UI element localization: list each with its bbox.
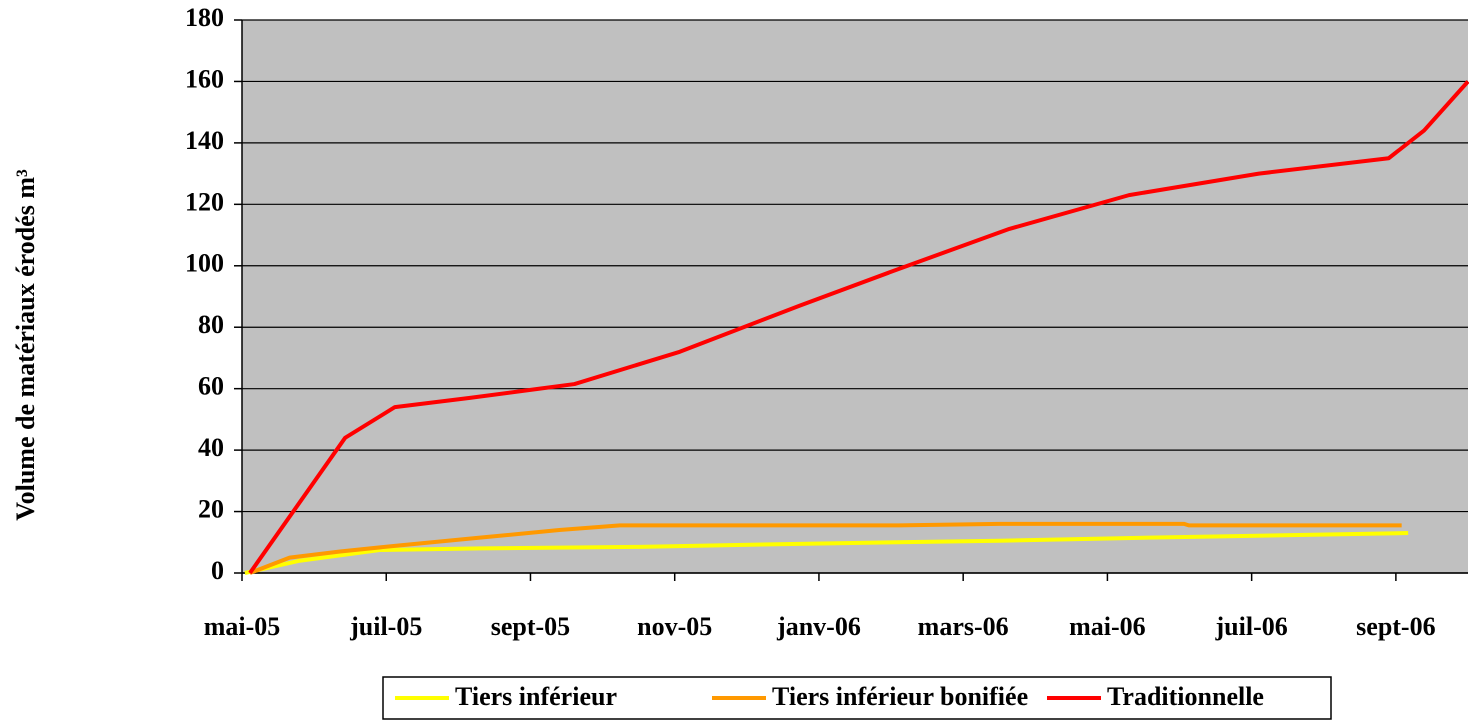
y-axis-label: Volume de matériaux érodés m³ bbox=[11, 169, 40, 521]
y-tick-label: 160 bbox=[185, 64, 224, 93]
x-tick-label: nov-05 bbox=[637, 612, 712, 641]
y-tick-label: 80 bbox=[198, 310, 224, 339]
y-tick-label: 60 bbox=[198, 372, 224, 401]
plot-area bbox=[242, 20, 1468, 573]
series-line bbox=[244, 531, 1409, 575]
series-line bbox=[248, 80, 1469, 575]
y-tick-label: 140 bbox=[185, 126, 224, 155]
y-tick-label: 40 bbox=[198, 433, 224, 462]
legend-box bbox=[382, 676, 1332, 720]
y-tick-label: 20 bbox=[198, 495, 224, 524]
x-tick-label: juil-05 bbox=[349, 612, 422, 641]
x-tick-label: mai-05 bbox=[204, 612, 281, 641]
legend-label: Tiers inférieur bbox=[455, 682, 617, 711]
x-tick-label: sept-05 bbox=[491, 612, 570, 641]
y-tick-label: 120 bbox=[185, 187, 224, 216]
legend-label: Traditionnelle bbox=[1107, 682, 1264, 711]
x-tick-label: juil-06 bbox=[1215, 612, 1288, 641]
series-line bbox=[249, 521, 1402, 575]
y-tick-label: 180 bbox=[185, 3, 224, 32]
y-tick-label: 100 bbox=[185, 249, 224, 278]
y-tick-label: 0 bbox=[211, 556, 224, 585]
x-tick-label: mai-06 bbox=[1069, 612, 1146, 641]
x-tick-label: mars-06 bbox=[918, 612, 1009, 641]
x-tick-label: janv-06 bbox=[776, 612, 861, 641]
legend-label: Tiers inférieur bonifiée bbox=[772, 682, 1028, 711]
x-tick-label: sept-06 bbox=[1356, 612, 1435, 641]
